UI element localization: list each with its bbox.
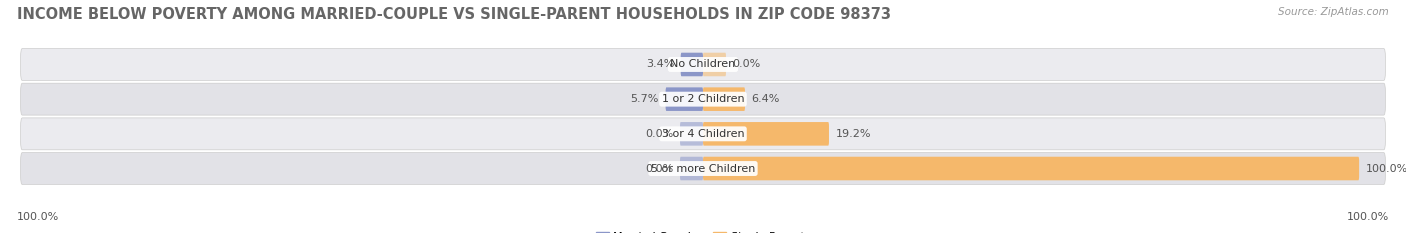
Text: 3 or 4 Children: 3 or 4 Children bbox=[662, 129, 744, 139]
FancyBboxPatch shape bbox=[21, 48, 1385, 80]
Text: 5.7%: 5.7% bbox=[631, 94, 659, 104]
Legend: Married Couples, Single Parents: Married Couples, Single Parents bbox=[596, 232, 810, 233]
FancyBboxPatch shape bbox=[703, 53, 725, 76]
Text: 100.0%: 100.0% bbox=[1347, 212, 1389, 222]
FancyBboxPatch shape bbox=[681, 122, 703, 146]
Text: 3.4%: 3.4% bbox=[645, 59, 673, 69]
Text: 0.0%: 0.0% bbox=[733, 59, 761, 69]
FancyBboxPatch shape bbox=[21, 83, 1385, 115]
Text: INCOME BELOW POVERTY AMONG MARRIED-COUPLE VS SINGLE-PARENT HOUSEHOLDS IN ZIP COD: INCOME BELOW POVERTY AMONG MARRIED-COUPL… bbox=[17, 7, 891, 22]
FancyBboxPatch shape bbox=[681, 157, 703, 180]
Text: 1 or 2 Children: 1 or 2 Children bbox=[662, 94, 744, 104]
FancyBboxPatch shape bbox=[665, 87, 703, 111]
FancyBboxPatch shape bbox=[703, 157, 1360, 180]
Text: No Children: No Children bbox=[671, 59, 735, 69]
FancyBboxPatch shape bbox=[681, 53, 703, 76]
FancyBboxPatch shape bbox=[21, 118, 1385, 150]
FancyBboxPatch shape bbox=[21, 153, 1385, 185]
Text: 5 or more Children: 5 or more Children bbox=[651, 164, 755, 174]
Text: 0.0%: 0.0% bbox=[645, 129, 673, 139]
Text: 6.4%: 6.4% bbox=[752, 94, 780, 104]
Text: 100.0%: 100.0% bbox=[17, 212, 59, 222]
Text: 0.0%: 0.0% bbox=[645, 164, 673, 174]
Text: 19.2%: 19.2% bbox=[835, 129, 872, 139]
Text: 100.0%: 100.0% bbox=[1365, 164, 1406, 174]
FancyBboxPatch shape bbox=[703, 87, 745, 111]
Text: Source: ZipAtlas.com: Source: ZipAtlas.com bbox=[1278, 7, 1389, 17]
FancyBboxPatch shape bbox=[703, 122, 830, 146]
